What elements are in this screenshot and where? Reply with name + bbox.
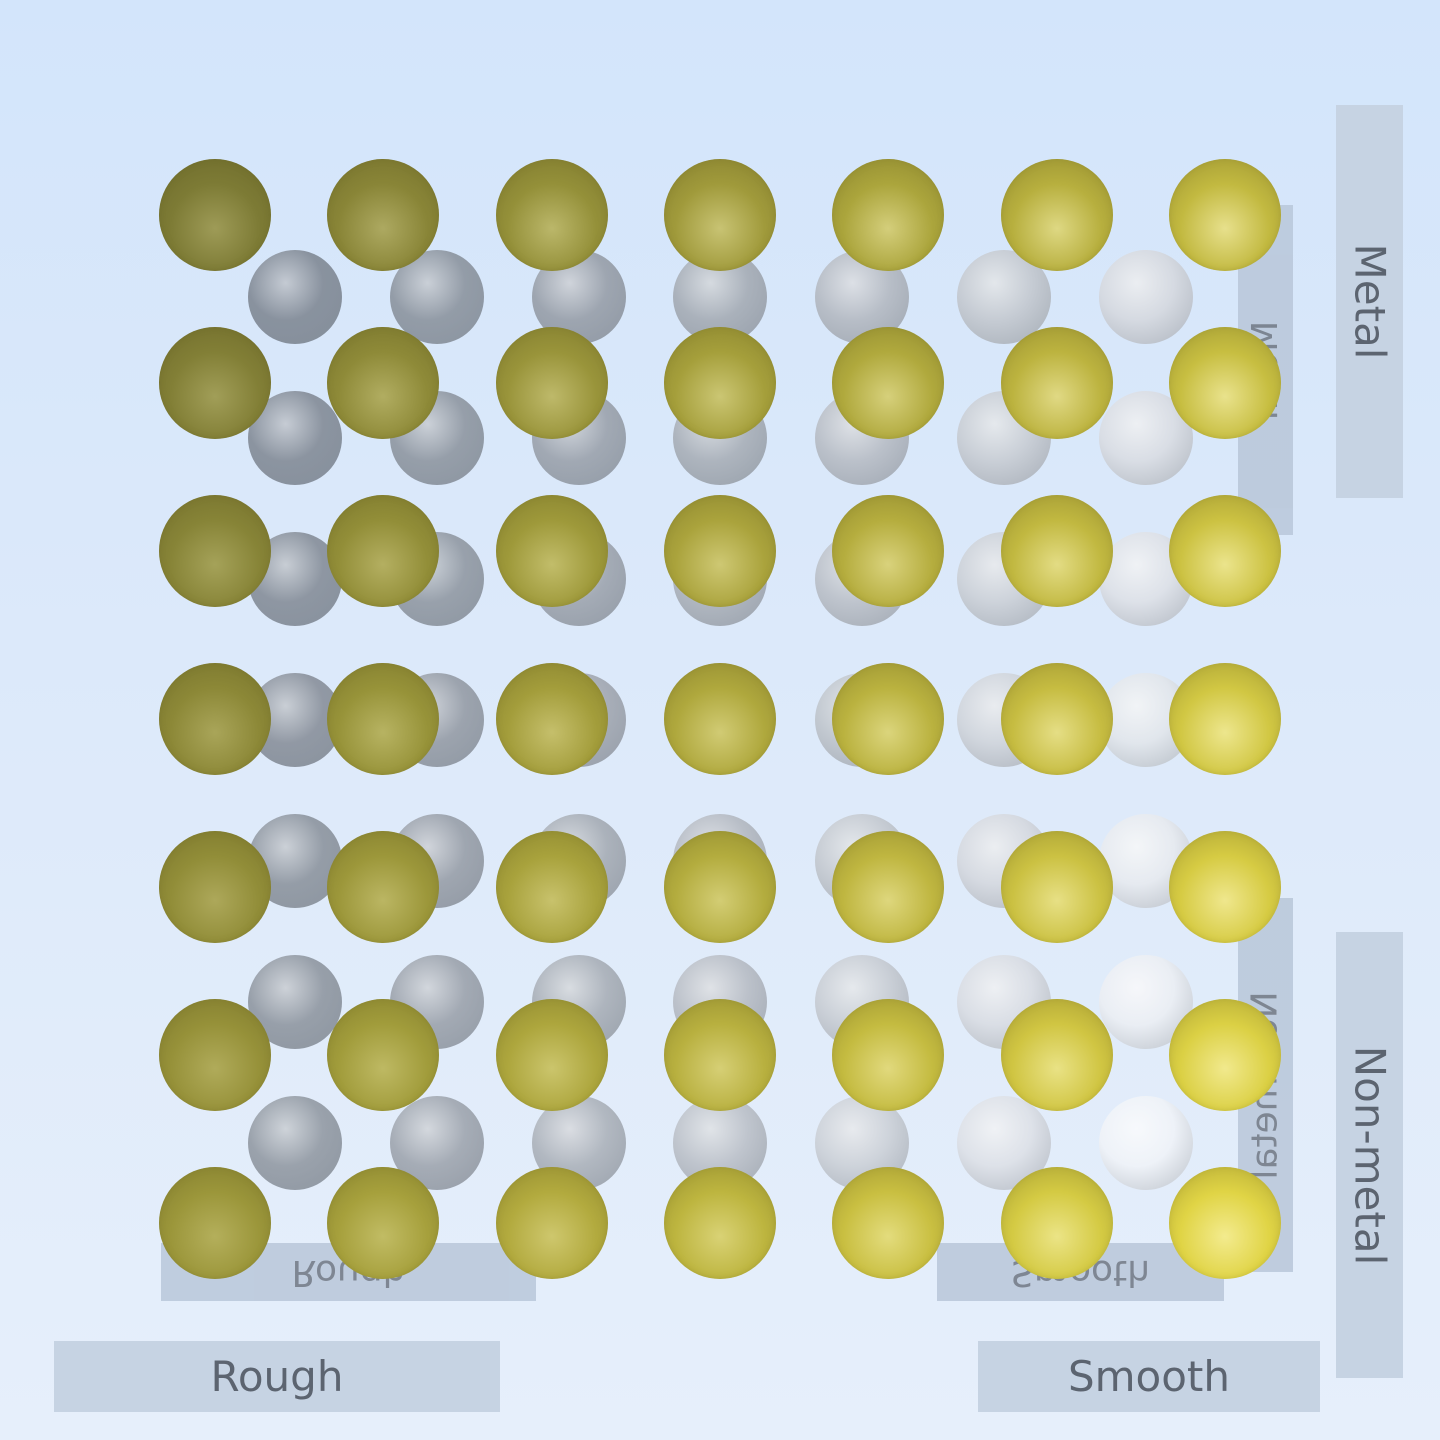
gold-sphere — [1168, 1167, 1281, 1279]
gold-sphere — [327, 159, 440, 271]
gold-sphere — [495, 495, 608, 607]
gold-sphere — [495, 1167, 608, 1279]
gold-sphere — [663, 831, 776, 943]
rough-label: Rough — [54, 1341, 500, 1412]
gold-sphere — [159, 999, 271, 1111]
gold-sphere — [159, 831, 271, 943]
gold-sphere — [159, 495, 271, 607]
gold-sphere — [832, 999, 945, 1111]
gold-sphere — [1000, 327, 1113, 439]
gold-sphere — [327, 663, 440, 775]
gold-sphere — [327, 327, 440, 439]
gold-sphere — [663, 999, 776, 1111]
gold-sphere — [1168, 831, 1281, 943]
non-metal-label: Non-metal — [1336, 932, 1403, 1378]
gold-sphere — [327, 999, 440, 1111]
gold-sphere — [1000, 831, 1113, 943]
gold-sphere — [495, 999, 608, 1111]
gold-sphere — [327, 495, 440, 607]
gold-sphere — [1168, 999, 1281, 1111]
gold-sphere — [663, 495, 776, 607]
silver-sphere — [248, 250, 342, 344]
gold-sphere — [832, 327, 945, 439]
smooth-label: Smooth — [978, 1341, 1320, 1412]
gold-sphere — [159, 327, 271, 439]
gold-sphere — [495, 663, 608, 775]
gold-sphere — [1168, 495, 1281, 607]
gold-sphere — [159, 1167, 271, 1279]
gold-sphere — [663, 1167, 776, 1279]
gold-sphere — [1168, 327, 1281, 439]
gold-sphere — [1168, 159, 1281, 271]
gold-sphere — [663, 327, 776, 439]
gold-sphere — [663, 159, 776, 271]
gold-sphere — [159, 159, 271, 271]
gold-sphere — [832, 495, 945, 607]
gold-sphere — [1000, 1167, 1113, 1279]
gold-sphere — [495, 327, 608, 439]
gold-sphere — [832, 831, 945, 943]
gold-sphere — [1000, 495, 1113, 607]
gold-sphere — [1000, 999, 1113, 1111]
gold-sphere — [832, 159, 945, 271]
metal-label: Metal — [1336, 105, 1403, 498]
gold-sphere — [1000, 159, 1113, 271]
silver-sphere — [1098, 250, 1193, 344]
gold-sphere — [832, 1167, 945, 1279]
silver-sphere — [248, 1096, 342, 1190]
gold-sphere — [159, 663, 271, 775]
gold-sphere — [327, 831, 440, 943]
gold-sphere — [1000, 663, 1113, 775]
gold-sphere — [1168, 663, 1281, 775]
gold-sphere — [327, 1167, 440, 1279]
silver-sphere — [1098, 1096, 1193, 1190]
gold-sphere — [495, 159, 608, 271]
gold-sphere — [663, 663, 776, 775]
gold-sphere — [495, 831, 608, 943]
gold-sphere — [832, 663, 945, 775]
